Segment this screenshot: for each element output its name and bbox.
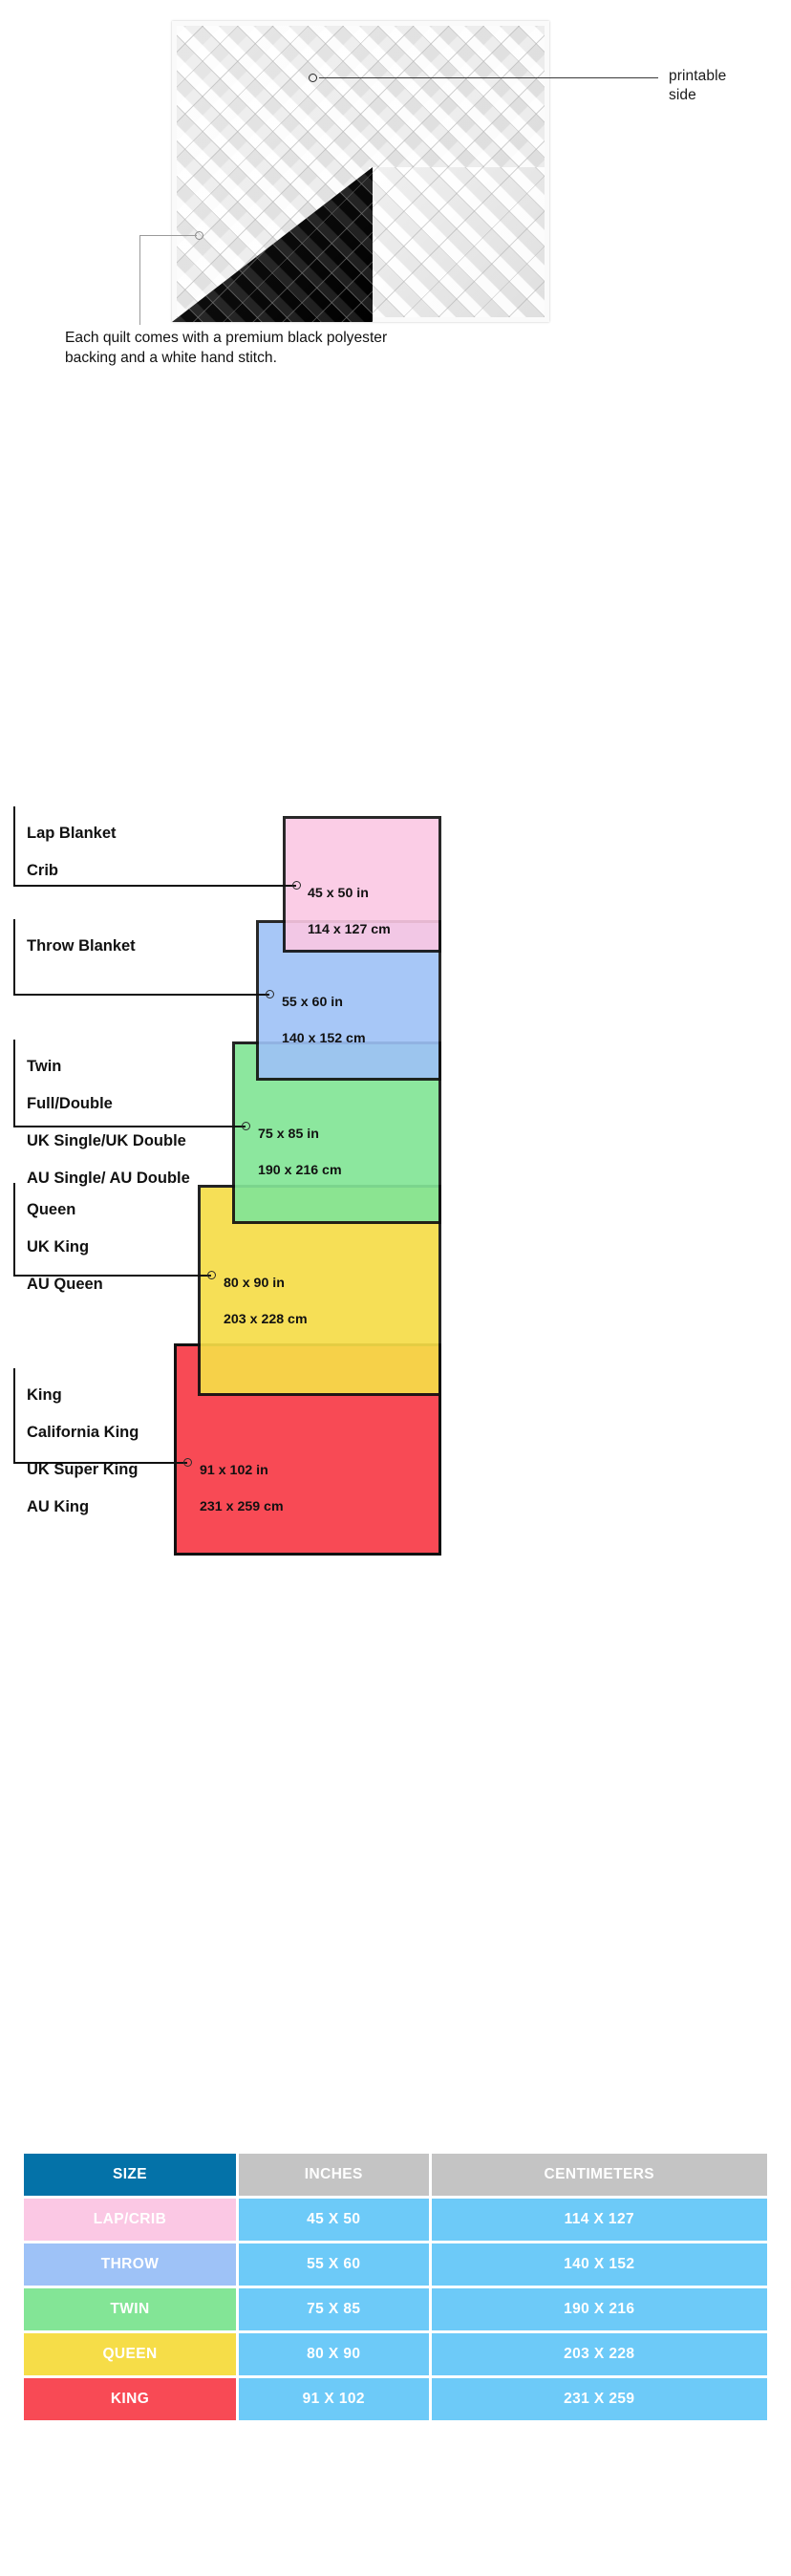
group-label-line: AU Single/ AU Double xyxy=(27,1170,190,1188)
dim-callout-dot-lap-crib xyxy=(292,881,301,890)
dimension-centimeters: 203 x 228 cm xyxy=(224,1312,308,1328)
group-label-line: Twin xyxy=(27,1058,62,1076)
table-header-row: SIZE INCHES CENTIMETERS xyxy=(24,2154,767,2196)
leader-h-throw xyxy=(13,994,269,996)
leader-v-king xyxy=(13,1368,15,1464)
black-backing-leader-line-h xyxy=(139,235,197,237)
size-comparison-diagram: Lap Blanket Crib 45 x 50 in 114 x 127 cm… xyxy=(0,401,791,1556)
printable-side-label-line2: side xyxy=(669,86,696,103)
table-row: KING 91 X 102 231 X 259 xyxy=(24,2378,767,2420)
row-name-throw: THROW xyxy=(24,2243,236,2286)
dimension-inches: 80 x 90 in xyxy=(224,1276,285,1292)
printable-side-label: printable side xyxy=(669,67,726,105)
group-label-line: AU Queen xyxy=(27,1276,103,1294)
photo-caption-line2: backing and a white hand stitch. xyxy=(65,349,277,366)
leader-v-twin xyxy=(13,1040,15,1127)
row-inches-throw: 55 X 60 xyxy=(239,2243,429,2286)
size-table: SIZE INCHES CENTIMETERS LAP/CRIB 45 X 50… xyxy=(21,2151,770,2423)
dimension-centimeters: 231 x 259 cm xyxy=(200,1499,284,1515)
dimension-throw: 55 x 60 in 140 x 152 cm xyxy=(282,976,366,1066)
product-photo-section: printable side Each quilt comes with a p… xyxy=(0,0,791,401)
leader-h-twin xyxy=(13,1126,246,1127)
row-centimeters-twin: 190 X 216 xyxy=(431,2288,767,2330)
row-inches-twin: 75 X 85 xyxy=(239,2288,429,2330)
column-header-size: SIZE xyxy=(24,2154,236,2196)
dim-callout-dot-queen xyxy=(207,1271,216,1279)
dim-callout-dot-throw xyxy=(266,990,274,998)
group-label-line: Crib xyxy=(27,862,58,880)
group-label-line: UK Super King xyxy=(27,1461,139,1479)
printable-side-label-line1: printable xyxy=(669,68,727,84)
group-label-line: UK Single/UK Double xyxy=(27,1132,186,1150)
dimension-lap-crib: 45 x 50 in 114 x 127 cm xyxy=(308,867,391,957)
dimension-inches: 45 x 50 in xyxy=(308,886,369,902)
size-table-body: LAP/CRIB 45 X 50 114 X 127 THROW 55 X 60… xyxy=(24,2199,767,2420)
group-label-line: UK King xyxy=(27,1238,90,1256)
leader-h-king xyxy=(13,1462,187,1464)
leader-h-lap-crib xyxy=(13,885,296,887)
dimension-inches: 75 x 85 in xyxy=(258,1127,319,1143)
dimension-centimeters: 140 x 152 cm xyxy=(282,1031,366,1047)
dimension-queen: 80 x 90 in 203 x 228 cm xyxy=(224,1256,308,1347)
dimension-inches: 91 x 102 in xyxy=(200,1463,268,1479)
black-backing-leader-line-v xyxy=(139,235,141,325)
dimension-centimeters: 114 x 127 cm xyxy=(308,922,391,938)
row-centimeters-queen: 203 X 228 xyxy=(431,2333,767,2375)
row-centimeters-throw: 140 X 152 xyxy=(431,2243,767,2286)
leader-v-throw xyxy=(13,919,15,996)
row-inches-king: 91 X 102 xyxy=(239,2378,429,2420)
dimension-king: 91 x 102 in 231 x 259 cm xyxy=(200,1444,284,1535)
group-label-queen: Queen UK King AU Queen xyxy=(27,1183,103,1313)
table-row: QUEEN 80 X 90 203 X 228 xyxy=(24,2333,767,2375)
quilt-printable-face-lower xyxy=(369,167,549,322)
photo-caption: Each quilt comes with a premium black po… xyxy=(65,329,724,368)
table-row: THROW 55 X 60 140 X 152 xyxy=(24,2243,767,2286)
group-label-line: California King xyxy=(27,1424,139,1442)
row-name-queen: QUEEN xyxy=(24,2333,236,2375)
row-centimeters-king: 231 X 259 xyxy=(431,2378,767,2420)
size-table-head: SIZE INCHES CENTIMETERS xyxy=(24,2154,767,2196)
table-row: LAP/CRIB 45 X 50 114 X 127 xyxy=(24,2199,767,2241)
printable-side-callout-dot xyxy=(309,74,317,82)
dimension-inches: 55 x 60 in xyxy=(282,995,343,1011)
group-label-line: King xyxy=(27,1386,62,1405)
dimension-twin: 75 x 85 in 190 x 216 cm xyxy=(258,1107,342,1198)
group-label-throw: Throw Blanket xyxy=(27,919,136,975)
row-name-twin: TWIN xyxy=(24,2288,236,2330)
group-label-line: Lap Blanket xyxy=(27,825,117,843)
group-label-lap-crib: Lap Blanket Crib xyxy=(27,806,117,899)
row-inches-lap-crib: 45 X 50 xyxy=(239,2199,429,2241)
column-header-inches: INCHES xyxy=(239,2154,429,2196)
size-table-section: SIZE INCHES CENTIMETERS LAP/CRIB 45 X 50… xyxy=(21,2151,770,2423)
dim-callout-dot-twin xyxy=(242,1122,250,1130)
group-label-king: King California King UK Super King AU Ki… xyxy=(27,1368,139,1535)
size-rect-lap-crib xyxy=(283,816,441,953)
row-name-lap-crib: LAP/CRIB xyxy=(24,2199,236,2241)
row-inches-queen: 80 X 90 xyxy=(239,2333,429,2375)
dim-callout-dot-king xyxy=(183,1458,192,1467)
table-row: TWIN 75 X 85 190 X 216 xyxy=(24,2288,767,2330)
group-label-twin: Twin Full/Double UK Single/UK Double AU … xyxy=(27,1040,190,1207)
leader-v-lap-crib xyxy=(13,806,15,887)
leader-h-queen xyxy=(13,1275,211,1277)
group-label-line: Queen xyxy=(27,1201,76,1219)
row-name-king: KING xyxy=(24,2378,236,2420)
printable-side-leader-line xyxy=(319,77,658,79)
column-header-centimeters: CENTIMETERS xyxy=(431,2154,767,2196)
group-label-line: AU King xyxy=(27,1498,90,1516)
photo-caption-line1: Each quilt comes with a premium black po… xyxy=(65,330,388,346)
leader-v-queen xyxy=(13,1183,15,1277)
group-label-line: Full/Double xyxy=(27,1095,113,1113)
row-centimeters-lap-crib: 114 X 127 xyxy=(431,2199,767,2241)
group-label-line: Throw Blanket xyxy=(27,937,136,955)
dimension-centimeters: 190 x 216 cm xyxy=(258,1163,342,1179)
